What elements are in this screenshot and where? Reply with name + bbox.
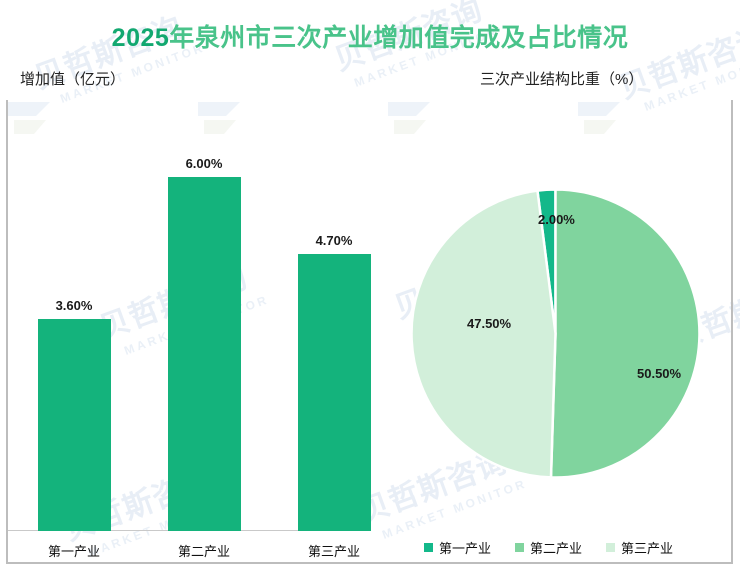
legend-label: 第二产业 bbox=[530, 541, 583, 556]
chart-border-left bbox=[6, 100, 8, 564]
watermark-text-en: MARKET MONITOR bbox=[642, 48, 740, 114]
bar-third-industry[interactable] bbox=[297, 253, 371, 531]
pie-slice-label-third: 47.50% bbox=[467, 316, 512, 331]
legend-item-third-industry[interactable]: 第三产业 bbox=[606, 538, 673, 557]
pie-slice-3[interactable] bbox=[410, 189, 557, 479]
legend-swatch-icon bbox=[515, 543, 525, 552]
bar-value-label: 4.70% bbox=[315, 232, 353, 248]
pie-slice-label-second: 50.50% bbox=[637, 366, 682, 381]
chart-border-right bbox=[731, 100, 733, 564]
pie-slice-2[interactable] bbox=[549, 188, 701, 479]
legend-item-first-industry[interactable]: 第一产业 bbox=[424, 538, 491, 557]
legend-label: 第一产业 bbox=[439, 541, 492, 556]
bar-category-label: 第二产业 bbox=[177, 544, 230, 559]
bar-second-industry[interactable] bbox=[167, 177, 241, 531]
pie-chart-axis-title: 三次产业结构比重（%） bbox=[480, 71, 644, 88]
legend-item-second-industry[interactable]: 第二产业 bbox=[515, 538, 582, 557]
watermark-logo-icon bbox=[578, 102, 620, 134]
bar-value-label: 3.60% bbox=[55, 297, 93, 313]
page-title-year: 2025 bbox=[111, 24, 170, 52]
watermark-logo-icon bbox=[388, 102, 430, 134]
pie-slice-label-first: 2.00% bbox=[538, 212, 575, 227]
bar-value-label: 6.00% bbox=[185, 156, 223, 171]
bar-first-industry[interactable] bbox=[37, 318, 111, 531]
pie-chart bbox=[410, 188, 701, 479]
pie-chart-svg bbox=[410, 188, 701, 479]
bar-category-label: 第三产业 bbox=[307, 544, 360, 559]
bar-chart: 3.60% 第一产业 6.00% 第二产业 4.70% 第三产业 bbox=[6, 100, 371, 563]
chart-border-bottom bbox=[6, 562, 733, 564]
bar-chart-axis-title: 增加值（亿元） bbox=[20, 71, 126, 88]
legend-swatch-icon bbox=[424, 543, 433, 552]
watermark-text-en: MARKET MONITOR bbox=[380, 476, 529, 542]
legend-swatch-icon bbox=[606, 543, 616, 552]
pie-chart-legend: 第一产业 第二产业 第三产业 bbox=[424, 538, 673, 557]
bar-category-label: 第一产业 bbox=[47, 544, 100, 559]
legend-label: 第三产业 bbox=[621, 541, 674, 556]
page-title-rest: 年泉州市三次产业增加值完成及占比情况 bbox=[169, 24, 629, 52]
page-title: 2025年泉州市三次产业增加值完成及占比情况 bbox=[0, 18, 740, 54]
